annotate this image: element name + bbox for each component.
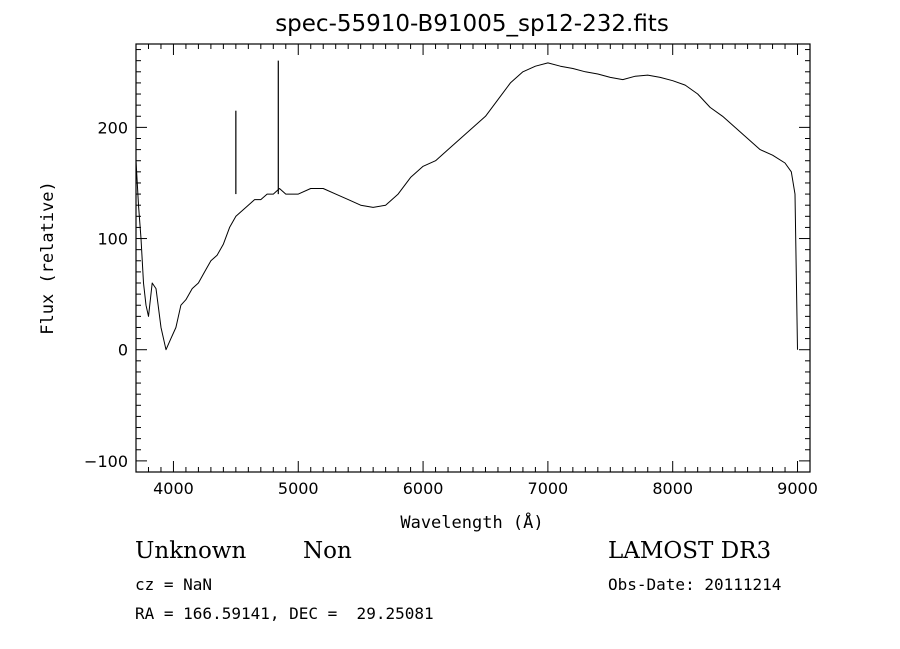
chart-title: spec-55910-B91005_sp12-232.fits	[275, 11, 669, 37]
spectrum-line	[135, 62, 798, 351]
x-tick-label: 7000	[528, 479, 569, 498]
emission-spikes	[235, 60, 279, 195]
y-tick-label: 100	[97, 230, 128, 249]
x-tick-label: 8000	[652, 479, 693, 498]
y-axis-label: Flux (relative)	[38, 181, 58, 335]
x-tick-label: 9000	[777, 479, 818, 498]
ra-dec-coordinates: RA = 166.59141, DEC = 29.25081	[135, 604, 434, 623]
observation-date: Obs-Date: 20111214	[608, 575, 782, 594]
x-tick-label: 4000	[153, 479, 194, 498]
object-subclass: Non	[303, 538, 352, 564]
redshift-cz: cz = NaN	[135, 575, 213, 594]
plot-frame	[135, 43, 811, 473]
axis-ticks	[135, 44, 811, 473]
x-axis-label: Wavelength (Å)	[400, 511, 543, 533]
y-tick-label: 0	[118, 341, 128, 360]
axis-tick-labels: 4000 5000 6000 7000 8000 9000 −100 0 100 200	[84, 118, 818, 498]
y-tick-label: 200	[97, 118, 128, 137]
survey-name: LAMOST DR3	[608, 538, 772, 564]
x-tick-label: 6000	[403, 479, 444, 498]
x-tick-label: 5000	[278, 479, 319, 498]
object-class: Unknown	[135, 538, 247, 564]
y-tick-label: −100	[84, 452, 128, 471]
